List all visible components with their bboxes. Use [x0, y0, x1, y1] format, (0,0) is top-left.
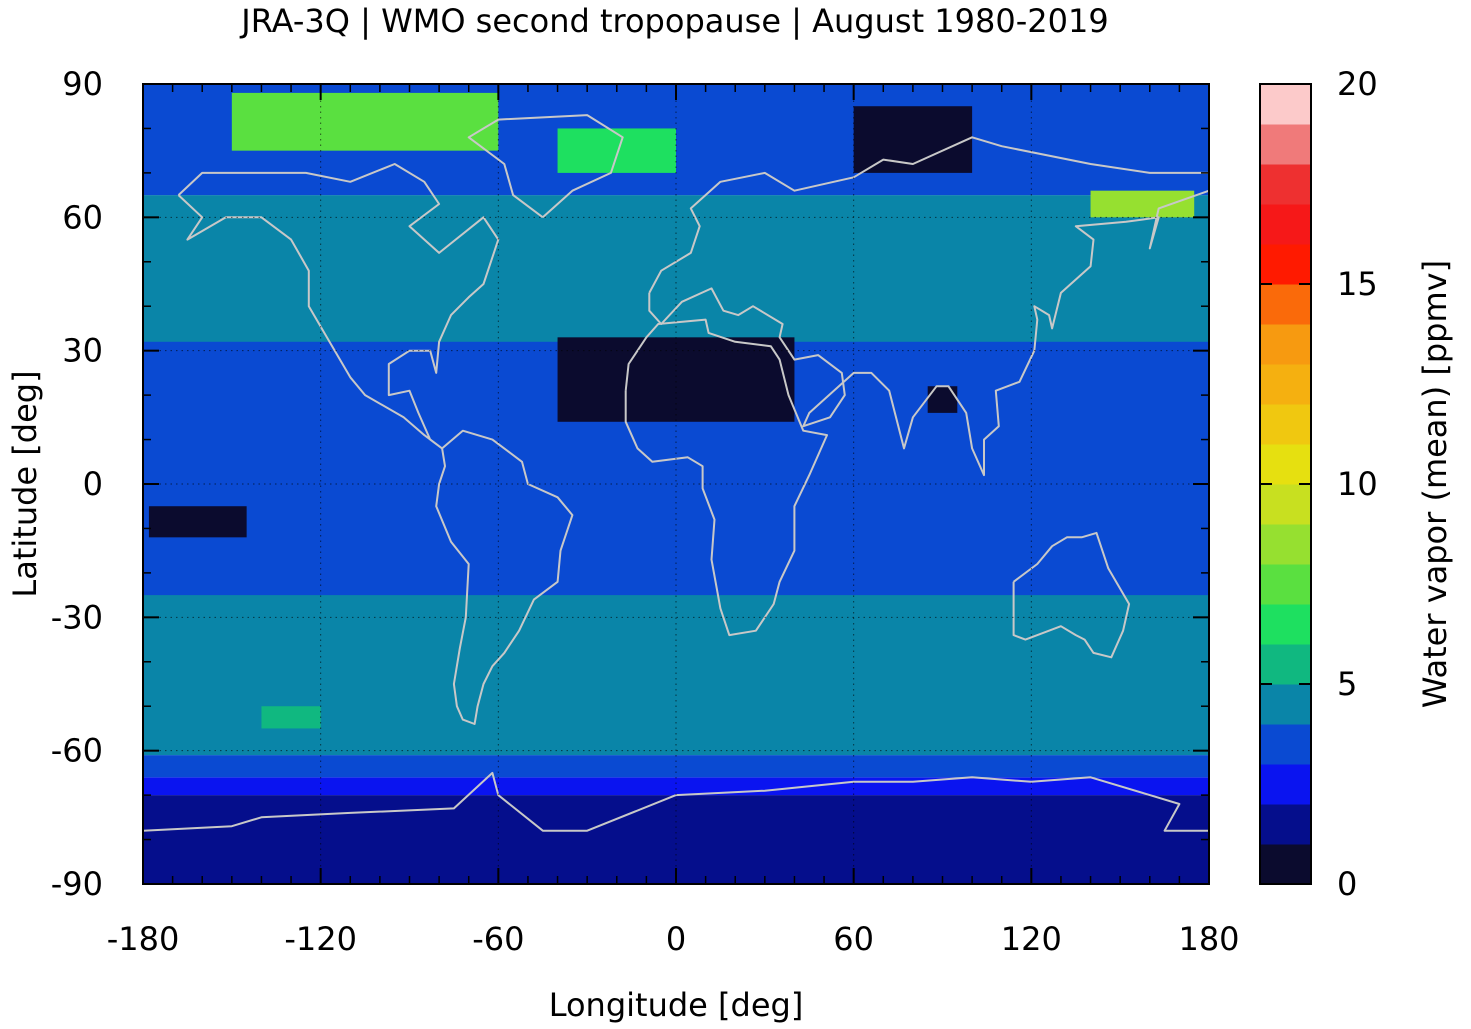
colorbar-segment: [1260, 844, 1311, 885]
coastline-north-america: [177, 163, 500, 450]
coastline-africa: [624, 318, 828, 637]
colorbar-segment: [1260, 444, 1311, 485]
region-cell: [853, 106, 973, 173]
colorbar-segment: [1260, 124, 1311, 165]
x-tick-label: -120: [284, 920, 357, 958]
colorbar-segment: [1260, 764, 1311, 805]
chart-title: JRA-3Q | WMO second tropopause | August …: [239, 2, 1108, 40]
colorbar-tick-label: 0: [1337, 865, 1357, 903]
x-axis-label: Longitude [deg]: [549, 986, 804, 1024]
colorbar-segment: [1260, 164, 1311, 205]
region-cell: [557, 128, 676, 173]
y-tick-label: 30: [62, 332, 103, 370]
coastline-south-america: [435, 429, 574, 725]
x-tick-label: 180: [1178, 920, 1239, 958]
x-axis-ticks: -180 -120 -60 0 60 120 180: [107, 84, 1240, 958]
colorbar-segment: [1260, 364, 1311, 405]
zonal-band: [143, 777, 1209, 796]
colorbar-tick-label: 10: [1337, 465, 1378, 503]
x-tick-label: 60: [833, 920, 874, 958]
x-tick-label: -60: [472, 920, 524, 958]
plot-area: [143, 84, 1209, 884]
colorbar: [1260, 84, 1311, 885]
coastline-greenland: [467, 114, 624, 219]
colorbar-segment: [1260, 204, 1311, 245]
region-cell: [231, 92, 499, 151]
colorbar-segment: [1260, 244, 1311, 285]
region-cell: [557, 337, 795, 422]
colorbar-segment: [1260, 604, 1311, 645]
coastline-antarctica: [143, 771, 1209, 832]
region-cell: [261, 706, 321, 729]
grid: [143, 84, 1209, 884]
coastline-eurasia: [648, 136, 1209, 477]
y-tick-label: -90: [51, 865, 103, 903]
coastlines: [143, 114, 1209, 832]
colorbar-segment: [1260, 84, 1311, 125]
x-tick-label: 0: [666, 920, 686, 958]
colorbar-segment: [1260, 484, 1311, 525]
y-axis-label: Latitude [deg]: [6, 370, 44, 597]
colorbar-tick-label: 15: [1337, 265, 1378, 303]
x-tick-label: 120: [1001, 920, 1062, 958]
y-tick-label: -30: [51, 598, 103, 636]
colorbar-segment: [1260, 804, 1311, 845]
colorbar-segment: [1260, 524, 1311, 565]
colorbar-segment: [1260, 284, 1311, 325]
colorbar-segment: [1260, 644, 1311, 685]
colorbar-segment: [1260, 404, 1311, 445]
colorbar-segment: [1260, 684, 1311, 725]
colorbar-label: Water vapor (mean) [ppmv]: [1416, 260, 1454, 708]
colorbar-segment: [1260, 564, 1311, 605]
colorbar-tick-label: 5: [1337, 665, 1357, 703]
y-tick-label: 90: [62, 65, 103, 103]
colorbar-segment: [1260, 724, 1311, 765]
x-tick-label: -180: [107, 920, 180, 958]
colorbar-segment: [1260, 324, 1311, 365]
y-axis-ticks: -90 -60 -30 0 30 60 90: [51, 65, 1209, 903]
coastline-australia: [1012, 531, 1131, 659]
region-cell: [1090, 190, 1195, 218]
colorbar-ticks: 0 5 10 15 20: [1260, 65, 1378, 903]
region-cell: [927, 386, 958, 413]
colorbar-tick-label: 20: [1337, 65, 1378, 103]
y-tick-label: 0: [83, 465, 103, 503]
region-cell: [148, 506, 247, 538]
y-tick-label: 60: [62, 198, 103, 236]
y-tick-label: -60: [51, 732, 103, 770]
